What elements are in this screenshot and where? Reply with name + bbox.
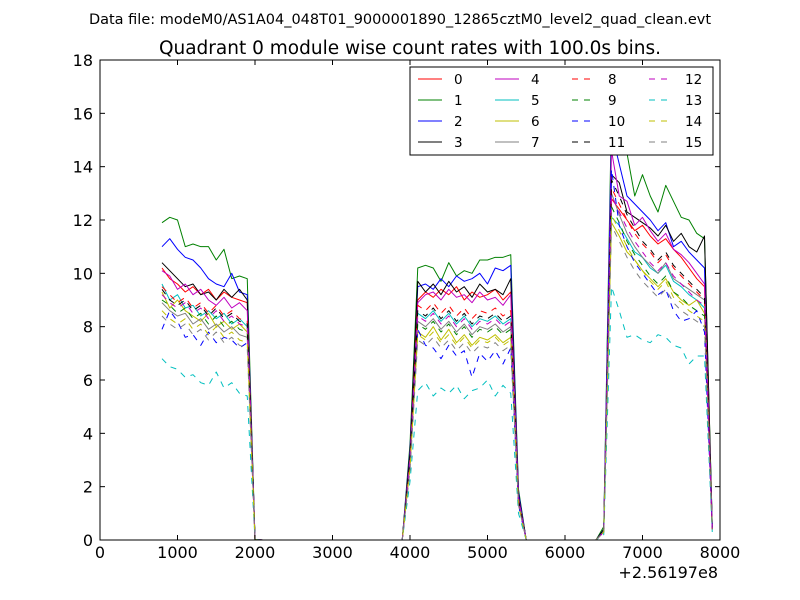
y-tick-label: 6 (83, 371, 93, 390)
x-tick-label: 3000 (312, 543, 353, 562)
y-tick-label: 2 (83, 478, 93, 497)
y-tick-label: 10 (73, 264, 93, 283)
series-line-12 (161, 195, 713, 540)
legend-label-1: 1 (454, 93, 463, 109)
y-tick-label: 16 (73, 104, 93, 123)
legend-label-4: 4 (531, 72, 540, 88)
legend-label-10: 10 (608, 114, 625, 130)
x-tick-label: 2000 (235, 543, 276, 562)
y-tick-label: 14 (73, 158, 93, 177)
legend-label-11: 11 (608, 135, 625, 151)
legend-label-15: 15 (685, 135, 702, 151)
legend-label-8: 8 (608, 72, 617, 88)
x-offset-label: +2.56197e8 (618, 563, 718, 582)
x-tick-label: 7000 (622, 543, 663, 562)
legend-label-12: 12 (685, 72, 702, 88)
x-tick-label: 1000 (157, 543, 198, 562)
series-line-14 (161, 214, 713, 540)
x-tick-label: 8000 (700, 543, 741, 562)
x-tick-label: 0 (95, 543, 105, 562)
x-tick-label: 5000 (467, 543, 508, 562)
y-tick-label: 18 (73, 51, 93, 70)
x-tick-label: 6000 (545, 543, 586, 562)
legend-label-2: 2 (454, 114, 463, 130)
legend-label-5: 5 (531, 93, 540, 109)
series-group (161, 112, 713, 540)
legend-label-0: 0 (454, 72, 463, 88)
legend-label-6: 6 (531, 114, 540, 130)
y-tick-label: 0 (83, 531, 93, 550)
legend-box (409, 66, 714, 156)
y-tick-label: 8 (83, 318, 93, 337)
legend-label-13: 13 (685, 93, 702, 109)
legend-label-3: 3 (454, 135, 463, 151)
series-line-15 (161, 224, 713, 540)
x-tick-label: 4000 (390, 543, 431, 562)
y-tick-label: 4 (83, 424, 93, 443)
legend-label-9: 9 (608, 93, 617, 109)
axes: 0 1000 2000 3000 4000 5000 6000 7000 80000246810… (73, 51, 741, 562)
chart-title: Quadrant 0 module wise count rates with … (159, 38, 661, 59)
legend-label-7: 7 (531, 135, 540, 151)
y-tick-label: 12 (73, 211, 93, 230)
legend-label-14: 14 (685, 114, 702, 130)
figure-suptitle: Data file: modeM0/AS1A04_048T01_90000018… (89, 12, 711, 28)
